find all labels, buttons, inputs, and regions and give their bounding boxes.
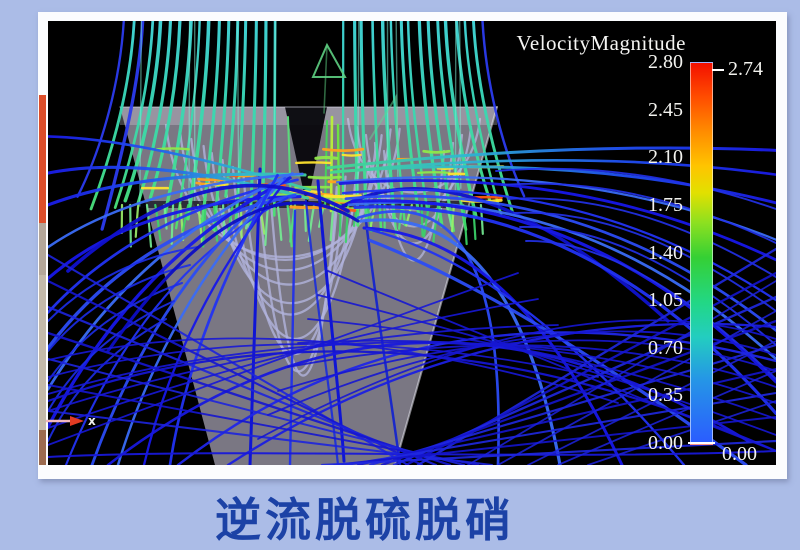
colorbar-tick: 2.45 <box>648 99 683 121</box>
x-axis-arrow-icon <box>46 416 84 426</box>
colorbar <box>690 62 713 445</box>
colorbar-tick: 0.70 <box>648 337 683 359</box>
colorbar-min-marker-line <box>688 442 715 444</box>
colorbar-tick: 1.05 <box>648 289 683 311</box>
left-edge-strip-tan <box>39 223 46 275</box>
colorbar-title: VelocityMagnitude <box>516 31 686 55</box>
axis-indicator: x <box>46 412 126 432</box>
colorbar-tick: 1.40 <box>648 242 683 264</box>
colorbar-max-label: 2.74 <box>728 58 763 80</box>
colorbar-tick: 2.10 <box>648 146 683 168</box>
colorbar-tick: 2.80 <box>648 51 683 73</box>
colorbar-tick: 0.00 <box>648 432 683 454</box>
colorbar-tick: 0.35 <box>648 384 683 406</box>
image-frame: VelocityMagnitude 2.80 2.45 2.10 1.75 1.… <box>38 12 787 479</box>
colorbar-tick: 1.75 <box>648 194 683 216</box>
caption-text: 逆流脱硫脱硝 <box>215 494 515 546</box>
cfd-streamline-scene <box>48 21 776 465</box>
left-edge-strip-gray <box>39 275 46 430</box>
left-edge-strip-brown <box>39 430 46 465</box>
colorbar-min-label: 0.00 <box>722 443 757 465</box>
colorbar-max-marker-line <box>712 69 724 71</box>
axis-x-label: x <box>88 414 96 428</box>
left-edge-strip-orange <box>39 95 46 223</box>
